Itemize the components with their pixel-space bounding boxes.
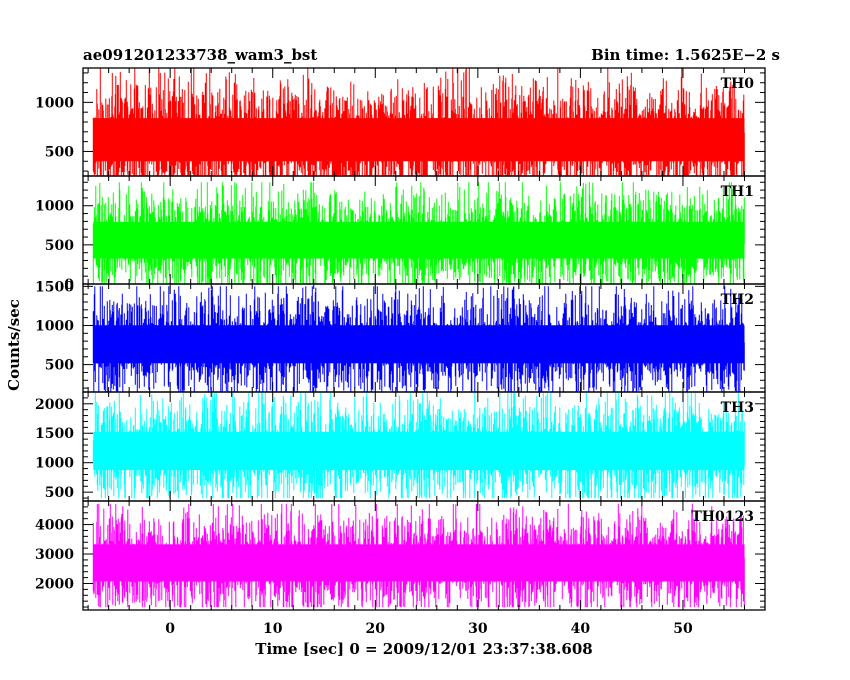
y-tick-label: 2000 — [35, 576, 74, 592]
y-tick-label: 500 — [45, 485, 74, 501]
series-th1 — [92, 182, 745, 284]
y-tick-label: 3000 — [35, 547, 74, 563]
y-tick-label: 0 — [64, 277, 74, 293]
panel-th3: 500 1000 1500 2000 TH3 — [35, 391, 766, 502]
panel-th0: 500 1000 TH0 — [35, 67, 766, 177]
y-tick-label: 1500 — [35, 426, 74, 442]
panel-th0123: 2000 3000 4000 TH0123 — [35, 500, 766, 611]
series-th2 — [92, 286, 745, 392]
x-tick-label: 50 — [673, 621, 693, 637]
y-tick-label: 1000 — [35, 456, 74, 472]
x-axis-label: Time [sec] 0 = 2009/12/01 23:37:38.608 — [255, 640, 592, 658]
x-tick-label: 40 — [571, 621, 591, 637]
panel-label: TH3 — [721, 400, 754, 416]
x-tick-label: 20 — [366, 621, 386, 637]
panel-label: TH2 — [721, 292, 754, 308]
y-tick-label: 1000 — [35, 199, 74, 215]
y-tick-label: 1000 — [35, 95, 74, 111]
panel-stack: 500 1000 TH0 0 500 1000 TH1 500 1000 1500 TH2 500 10… — [35, 67, 766, 611]
y-tick-label: 500 — [45, 238, 74, 254]
series-th0123 — [92, 503, 745, 608]
x-tick-label: 30 — [468, 621, 488, 637]
bin-time-label: Bin time: 1.5625E−2 s — [591, 46, 780, 64]
x-tick-label: 0 — [165, 621, 175, 637]
y-tick-label: 2000 — [35, 397, 74, 413]
panel-th1: 0 500 1000 TH1 — [35, 175, 766, 293]
y-tick-label: 500 — [45, 144, 74, 160]
panel-th2: 500 1000 1500 TH2 — [35, 279, 766, 393]
x-axis: 0 10 20 30 40 50 — [165, 621, 693, 637]
y-axis-label: Counts/sec — [5, 299, 23, 391]
series-th0 — [92, 68, 745, 176]
y-tick-label: 1500 — [35, 279, 74, 295]
chart-title: ae091201233738_wam3_bst — [83, 46, 317, 64]
series-th3 — [92, 392, 745, 499]
panel-label: TH0 — [721, 76, 755, 92]
panel-label: TH1 — [721, 184, 754, 200]
y-tick-label: 500 — [45, 358, 74, 374]
x-tick-label: 10 — [263, 621, 283, 637]
y-tick-label: 4000 — [35, 518, 74, 534]
y-tick-label: 1000 — [35, 318, 74, 334]
panel-frame — [82, 500, 766, 611]
panel-label: TH0123 — [691, 509, 754, 525]
